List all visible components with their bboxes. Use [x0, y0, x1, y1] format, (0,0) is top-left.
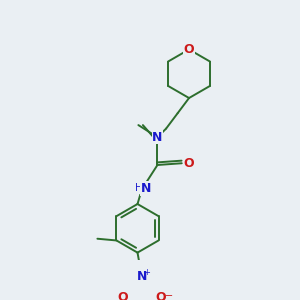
Text: O: O — [156, 291, 166, 300]
Text: O: O — [183, 157, 194, 170]
Text: N: N — [137, 270, 147, 284]
Text: O: O — [184, 43, 194, 56]
Text: +: + — [144, 268, 151, 277]
Text: O: O — [117, 291, 128, 300]
Text: −: − — [165, 291, 173, 300]
Text: N: N — [141, 182, 152, 195]
Text: N: N — [152, 131, 163, 144]
Text: H: H — [135, 183, 142, 194]
